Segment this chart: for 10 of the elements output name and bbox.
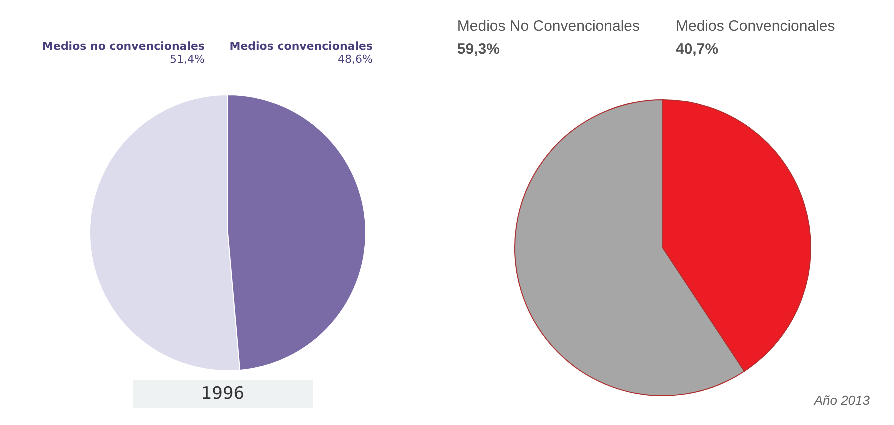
data-label: 48,6% bbox=[337, 53, 373, 66]
data-label: 59,3% bbox=[457, 41, 501, 58]
slice-label: Medios Convencionales bbox=[676, 18, 836, 35]
data-label: 40,7% bbox=[676, 41, 720, 58]
slice-label: Medios no convencionales bbox=[42, 40, 205, 53]
text: 1996 bbox=[133, 380, 313, 408]
slice-label: Medios convencionales bbox=[230, 40, 373, 53]
slice-label: Medios No Convencionales bbox=[457, 18, 640, 35]
data-label: 51,4% bbox=[169, 53, 205, 66]
text: Año 2013 bbox=[814, 393, 870, 408]
